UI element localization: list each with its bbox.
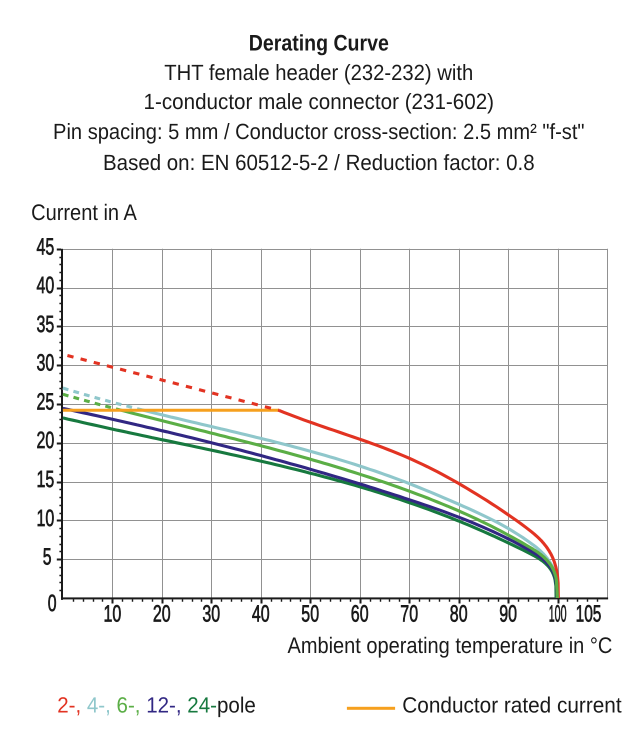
svg-text:35: 35 bbox=[37, 311, 55, 337]
svg-text:Ambient operating temperature: Ambient operating temperature in °C bbox=[287, 633, 612, 658]
svg-text:Conductor rated current: Conductor rated current bbox=[402, 692, 621, 717]
svg-text:2-, 4-, 6-, 12-, 24-pole: 2-, 4-, 6-, 12-, 24-pole bbox=[57, 692, 256, 717]
svg-text:Derating Curve: Derating Curve bbox=[249, 30, 389, 55]
svg-text:40: 40 bbox=[252, 600, 270, 626]
svg-text:80: 80 bbox=[450, 600, 468, 626]
svg-text:90: 90 bbox=[499, 600, 517, 626]
svg-text:1-conductor male connector (23: 1-conductor male connector (231-602) bbox=[144, 89, 494, 114]
svg-text:5: 5 bbox=[43, 544, 52, 570]
svg-text:0: 0 bbox=[48, 590, 57, 616]
svg-text:25: 25 bbox=[37, 388, 55, 414]
svg-text:Pin spacing: 5 mm / Conductor: Pin spacing: 5 mm / Conductor cross-sect… bbox=[53, 119, 585, 144]
svg-text:60: 60 bbox=[351, 600, 369, 626]
svg-text:THT female header (232-232) wi: THT female header (232-232) with bbox=[164, 60, 473, 85]
svg-text:40: 40 bbox=[37, 272, 55, 298]
svg-text:50: 50 bbox=[301, 600, 319, 626]
svg-text:45: 45 bbox=[37, 233, 55, 259]
svg-text:20: 20 bbox=[153, 600, 171, 626]
svg-text:10: 10 bbox=[104, 600, 122, 626]
svg-text:15: 15 bbox=[37, 466, 55, 492]
svg-text:30: 30 bbox=[202, 600, 220, 626]
svg-text:30: 30 bbox=[37, 350, 55, 376]
svg-text:70: 70 bbox=[400, 600, 418, 626]
svg-text:Current in A: Current in A bbox=[31, 200, 137, 225]
svg-text:10: 10 bbox=[37, 505, 55, 531]
svg-text:20: 20 bbox=[37, 427, 55, 453]
svg-text:100: 100 bbox=[549, 600, 567, 626]
svg-text:105: 105 bbox=[576, 600, 602, 626]
svg-text:Based on: EN 60512-5-2 / Reduc: Based on: EN 60512-5-2 / Reduction facto… bbox=[103, 150, 535, 175]
